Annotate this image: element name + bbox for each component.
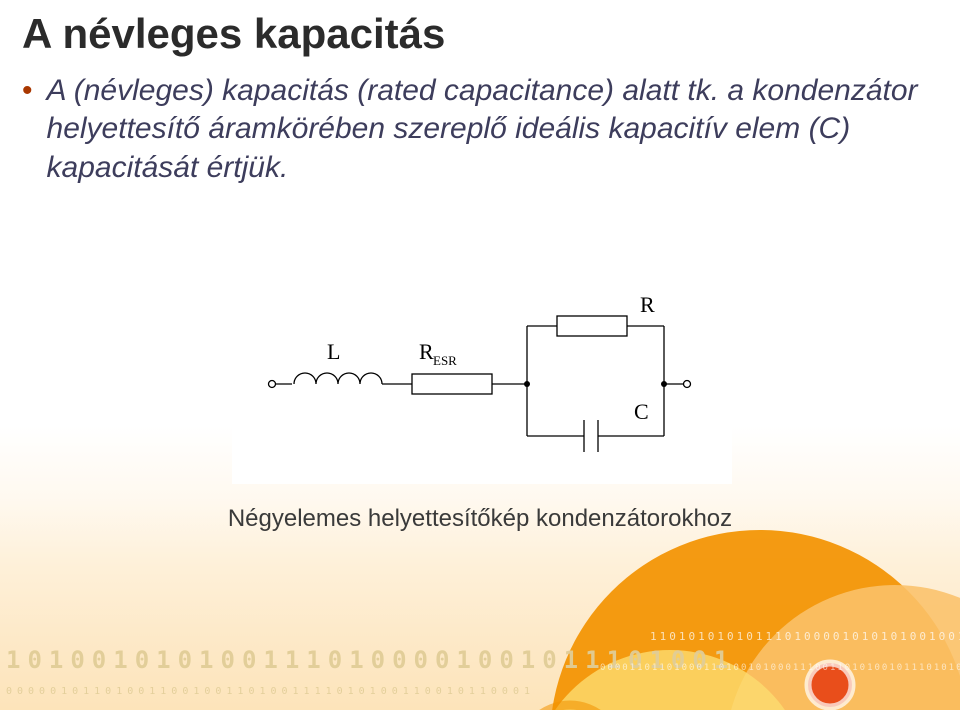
svg-text:ESR: ESR	[433, 353, 457, 368]
svg-text:R: R	[640, 292, 655, 317]
svg-text:C: C	[634, 399, 649, 424]
svg-text:000001011010011001001101001111: 0000010110100110010011010011110101001100…	[6, 686, 535, 697]
svg-text:L: L	[327, 339, 340, 364]
bullet-row: • A (névleges) kapacitás (rated capacita…	[22, 72, 920, 187]
slide: A névleges kapacitás • A (névleges) kapa…	[0, 0, 960, 710]
svg-text:101001010100111010000100101110: 1010010101001110100001001011101001	[6, 646, 735, 674]
svg-text:000011011010001101001010001110: 0000110110100011010010100011100110101001…	[600, 663, 960, 673]
svg-text:R: R	[419, 339, 434, 364]
content-block: • A (névleges) kapacitás (rated capacita…	[22, 72, 920, 187]
body-text: A (névleges) kapacitás (rated capacitanc…	[47, 72, 920, 187]
decoration-layer: 1010010101001110100001001011101001 00000…	[0, 510, 960, 710]
svg-text:110101010101110100001010101001: 110101010101110100001010101001001	[650, 630, 960, 643]
slide-title: A névleges kapacitás	[22, 10, 445, 58]
circuit-diagram: LRESRRC	[232, 264, 732, 484]
diagram-caption: Négyelemes helyettesítőkép kondenzátorok…	[0, 505, 960, 533]
bullet-glyph: •	[22, 72, 33, 110]
